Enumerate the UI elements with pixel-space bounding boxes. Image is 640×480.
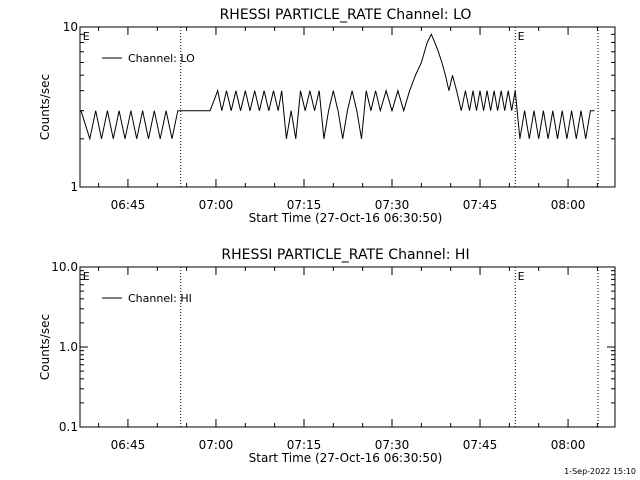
x-tick-label: 08:00 [551,438,586,452]
hi-channel-panel: RHESSI PARTICLE_RATE Channel: HI Start Ti… [38,247,616,465]
plot-frame [79,266,616,428]
x-tick-label: 07:45 [463,198,498,212]
x-axis-label: Start Time (27-Oct-16 06:30:50) [249,211,443,225]
x-tick-label: 06:45 [111,438,146,452]
y-axis-label: Counts/sec [38,314,52,380]
x-tick-label: 07:15 [287,438,322,452]
x-tick-label: 08:00 [551,198,586,212]
x-axis-label: Start Time (27-Oct-16 06:30:50) [249,451,443,465]
event-marker-label: E [83,30,90,43]
x-tick-label: 07:30 [375,438,410,452]
y-tick-label: 10 [63,20,78,34]
series-line [80,33,595,141]
event-marker-label: E [83,270,90,283]
y-tick-label: 1.0 [59,340,78,354]
legend-label: Channel: LO [128,52,195,65]
x-tick-label: 07:30 [375,198,410,212]
x-tick-label: 06:45 [111,198,146,212]
chart-title: RHESSI PARTICLE_RATE Channel: LO [220,7,472,23]
x-tick-label: 07:45 [463,438,498,452]
chart-title: RHESSI PARTICLE_RATE Channel: HI [221,247,469,263]
timestamp-footer: 1-Sep-2022 15:10 [564,467,636,476]
y-tick-label: 1 [70,180,78,194]
event-marker-label: E [518,30,525,43]
x-tick-label: 07:00 [199,438,234,452]
plot-frame [79,26,616,188]
legend-label: Channel: HI [128,292,192,305]
y-axis-label: Counts/sec [38,74,52,140]
event-marker-label: E [518,270,525,283]
y-tick-label: 0.1 [59,420,78,434]
x-tick-label: 07:00 [199,198,234,212]
lo-channel-panel: RHESSI PARTICLE_RATE Channel: LO Start Ti… [38,7,616,225]
x-tick-label: 07:15 [287,198,322,212]
y-tick-label: 10.0 [51,260,78,274]
